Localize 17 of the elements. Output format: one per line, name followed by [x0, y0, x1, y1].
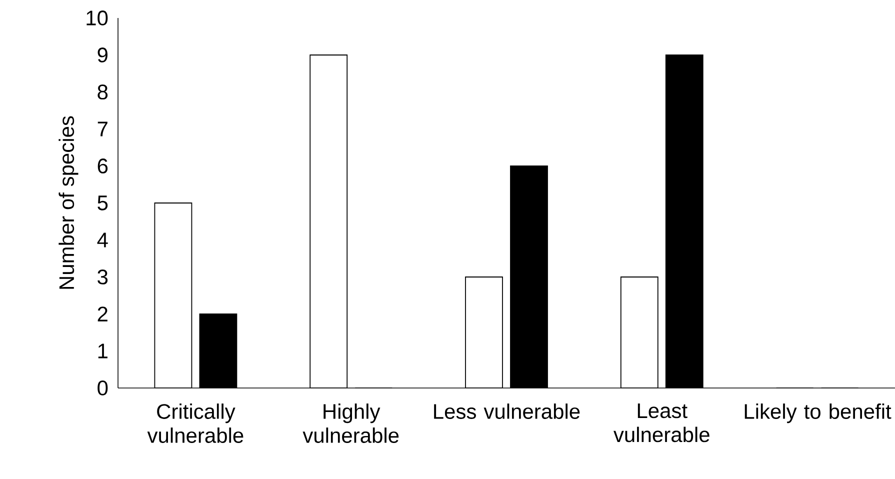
y-tick-label: 2	[98, 306, 108, 322]
x-tick-label: Likely to benefit	[744, 404, 892, 424]
y-tick-label: 5	[98, 196, 108, 210]
x-tick-label: Less vulnerable	[434, 404, 580, 419]
y-tick-label: 6	[98, 158, 108, 174]
x-tick-label: Critically vulnerable	[147, 404, 244, 443]
x-tick-label: Highly vulnerable	[302, 404, 399, 443]
x-tick-label: Least vulnerable	[614, 404, 710, 442]
y-tick-label: 7	[98, 122, 108, 136]
y-tick-label: 3	[98, 270, 108, 284]
y-tick-label: 4	[97, 232, 108, 248]
y-tick-label: 9	[98, 48, 108, 62]
y-tick-label: 8	[98, 84, 108, 100]
y-tick-label: 10	[86, 10, 108, 26]
y-axis-title: Number of species	[58, 116, 78, 289]
y-tick-label: 1	[98, 344, 108, 358]
y-tick-label: 0	[98, 380, 108, 396]
